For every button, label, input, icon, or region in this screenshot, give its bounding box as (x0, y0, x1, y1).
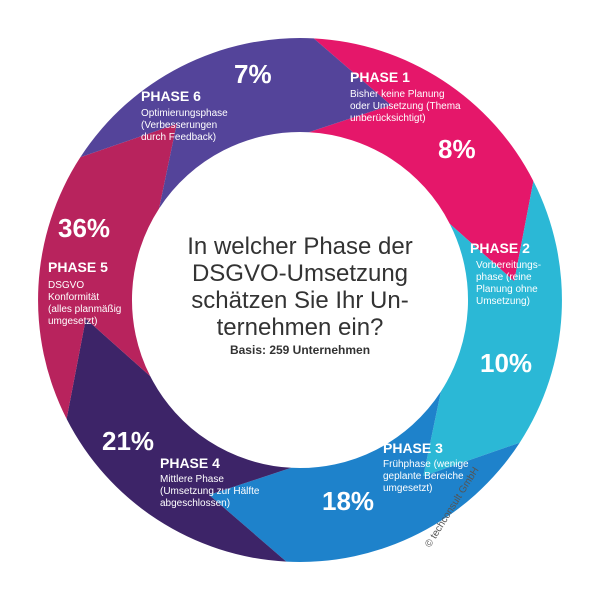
phase-2-description-line: Umsetzung) (476, 296, 530, 307)
phase-1-arrow (308, 38, 534, 282)
phase-3-description-line: geplante Bereiche (383, 471, 464, 482)
phase-3-title: PHASE 3 (383, 440, 443, 456)
phase-4-percent: 21% (102, 426, 154, 456)
phase-6-title: PHASE 6 (141, 88, 201, 104)
phase-4-description-line: Mittlere Phase (160, 474, 224, 485)
phase-5-title: PHASE 5 (48, 259, 108, 275)
basis-note: Basis: 259 Unternehmen (230, 343, 370, 357)
phase-2-title: PHASE 2 (470, 240, 530, 256)
phase-6-description-line: (Verbesserungen (141, 120, 217, 131)
phase-2-description-line: Vorbereitungs- (476, 260, 541, 271)
phase-6-description-line: Optimierungsphase (141, 108, 228, 119)
phase-2-description-line: Planung ohne (476, 284, 538, 295)
phase-6-percent: 7% (234, 59, 272, 89)
phase-3-description-line: Frühphase (wenige (383, 459, 469, 470)
question-line: schätzen Sie Ihr Un- (191, 287, 408, 314)
phase-5-percent: 36% (58, 213, 110, 243)
phase-1-description-line: unberücksichtigt) (350, 113, 426, 124)
question-line: DSGVO-Umsetzung (192, 260, 408, 287)
phase-1-description-line: oder Umsetzung (Thema (350, 101, 461, 112)
phase-1-percent: 8% (438, 134, 476, 164)
phase-6-description-line: durch Feedback) (141, 132, 216, 143)
question-line: In welcher Phase der (187, 233, 412, 260)
phase-5-description-line: Konformität (48, 292, 99, 303)
phase-3-percent: 18% (322, 486, 374, 516)
phase-2-description-line: phase (reine (476, 272, 532, 283)
question-line: ternehmen ein? (217, 314, 384, 341)
phase-4-description-line: abgeschlossen) (160, 498, 230, 509)
phase-4-title: PHASE 4 (160, 455, 220, 471)
phase-5-description-line: umgesetzt) (48, 316, 97, 327)
phase-2-arrow (423, 181, 562, 477)
phase-5-description-line: DSGVO (48, 280, 84, 291)
phase-3-description-line: umgesetzt) (383, 483, 432, 494)
cycle-arrows (38, 38, 562, 562)
phase-1-description-line: Bisher keine Planung (350, 89, 445, 100)
phase-5-description-line: (alles planmäßig (48, 304, 121, 315)
phase-6-arrow (80, 38, 391, 209)
phase-1-title: PHASE 1 (350, 69, 410, 85)
phase-2-percent: 10% (480, 348, 532, 378)
phase-4-description-line: (Umsetzung zur Hälfte (160, 486, 260, 497)
phase-5-arrow (38, 123, 177, 419)
phase-4-arrow (66, 318, 292, 562)
center-question: In welcher Phase derDSGVO-Umsetzungschät… (187, 233, 412, 357)
phase-3-arrow (209, 391, 520, 562)
